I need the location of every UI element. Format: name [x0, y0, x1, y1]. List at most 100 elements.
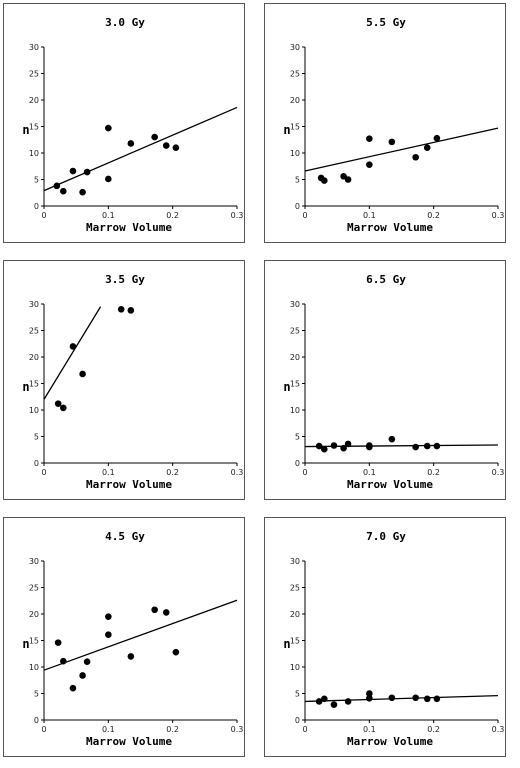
data-point — [423, 144, 431, 151]
data-point — [162, 609, 170, 616]
x-axis-label: Marrow Volume — [86, 735, 172, 748]
x-tick-label: 0.2 — [427, 211, 440, 220]
data-point — [60, 187, 67, 195]
chart-title: 7.0 Gy — [366, 530, 406, 543]
data-point — [127, 140, 135, 147]
data-point — [366, 694, 373, 702]
y-tick-label: 20 — [290, 610, 300, 619]
data-point — [54, 639, 62, 646]
x-tick-label: 0 — [302, 211, 307, 220]
y-tick-label: 0 — [34, 716, 39, 725]
data-point — [117, 306, 125, 313]
x-tick-label: 0.2 — [166, 211, 179, 220]
data-point — [172, 648, 180, 656]
x-tick-label: 0.1 — [102, 725, 115, 734]
data-point — [330, 442, 338, 449]
data-point — [366, 443, 373, 451]
y-tick-label: 20 — [290, 96, 300, 105]
data-point — [330, 701, 338, 708]
chart-svg: 6.5 Gy 0 5 10 15 20 25 30 0 0.1 0.2 0.3 Marrow Volum… — [283, 273, 504, 491]
y-tick-label: 30 — [29, 43, 39, 52]
data-point — [79, 188, 86, 196]
data-point — [105, 631, 112, 638]
data-point — [344, 176, 352, 183]
x-tick-label: 0.3 — [231, 211, 244, 220]
chart-panel: 6.5 Gy 0 5 10 15 20 25 30 0 0.1 0.2 0.3 Marrow Volum… — [264, 260, 506, 500]
y-tick-label: 5 — [295, 433, 300, 442]
x-axis-label: Marrow Volume — [86, 478, 172, 491]
data-point — [83, 168, 91, 176]
data-point — [388, 694, 396, 702]
x-tick-label: 0.3 — [231, 725, 244, 734]
x-tick-label: 0 — [41, 211, 46, 220]
x-tick-label: 0.1 — [102, 211, 115, 220]
data-point — [79, 370, 86, 378]
regression-line — [43, 599, 238, 671]
chart-title: 3.0 Gy — [105, 16, 145, 29]
data-point — [54, 400, 62, 407]
data-point — [366, 161, 373, 168]
y-tick-label: 10 — [29, 149, 39, 158]
x-tick-label: 0.1 — [363, 211, 376, 220]
x-tick-label: 0 — [41, 725, 46, 734]
y-tick-label: 20 — [29, 610, 39, 619]
y-tick-label: 5 — [34, 176, 39, 185]
y-tick-label: 20 — [29, 353, 39, 362]
y-tick-label: 5 — [295, 176, 300, 185]
chart-svg: 3.0 Gy 0 5 10 15 20 25 30 0 0.1 0.2 0.3 Marrow Volum… — [22, 16, 244, 234]
y-tick-label: 10 — [290, 663, 300, 672]
data-point — [412, 153, 419, 161]
y-tick-label: 30 — [290, 43, 300, 52]
y-tick-label: 15 — [29, 637, 39, 646]
data-point — [69, 167, 77, 175]
regression-line — [43, 306, 102, 400]
chart-panel: 3.5 Gy 0 5 10 15 20 25 30 0 0.1 0.2 0.3 Marrow Volum… — [3, 260, 245, 500]
y-tick-label: 20 — [290, 353, 300, 362]
data-point — [79, 672, 86, 679]
data-point — [321, 177, 328, 184]
data-point — [105, 613, 112, 620]
data-point — [151, 133, 158, 141]
y-axis-label: n — [283, 123, 290, 137]
data-point — [344, 698, 352, 705]
data-point — [366, 690, 373, 697]
y-axis-label: n — [283, 637, 290, 651]
x-axis-label: Marrow Volume — [86, 221, 172, 234]
y-tick-label: 10 — [29, 406, 39, 415]
chart-panel: 5.5 Gy 0 5 10 15 20 25 30 0 0.1 0.2 0.3 Marrow Volum… — [264, 3, 506, 243]
chart-panel: 4.5 Gy 0 5 10 15 20 25 30 0 0.1 0.2 0.3 Marrow Volum… — [3, 517, 245, 757]
data-point — [433, 134, 441, 142]
data-point — [315, 442, 323, 450]
y-tick-label: 30 — [29, 300, 39, 309]
x-axis-label: Marrow Volume — [347, 221, 433, 234]
data-point — [53, 182, 61, 190]
x-tick-label: 0.2 — [166, 468, 179, 477]
y-tick-label: 25 — [290, 327, 300, 336]
data-point — [83, 658, 91, 665]
x-tick-label: 0.3 — [231, 468, 244, 477]
y-tick-label: 15 — [29, 380, 39, 389]
chart-svg: 4.5 Gy 0 5 10 15 20 25 30 0 0.1 0.2 0.3 Marrow Volum… — [22, 530, 244, 748]
y-axis-label: n — [22, 637, 29, 651]
data-point — [315, 698, 323, 705]
y-tick-label: 10 — [290, 406, 300, 415]
y-tick-label: 15 — [29, 123, 39, 132]
x-tick-label: 0.1 — [363, 725, 376, 734]
data-point — [321, 445, 328, 453]
y-tick-label: 15 — [290, 637, 300, 646]
chart-panel: 3.0 Gy 0 5 10 15 20 25 30 0 0.1 0.2 0.3 Marrow Volum… — [3, 3, 245, 243]
data-point — [366, 135, 373, 142]
data-point — [433, 442, 441, 450]
data-point — [321, 695, 328, 703]
y-tick-label: 10 — [29, 663, 39, 672]
x-tick-label: 0 — [302, 468, 307, 477]
y-tick-label: 0 — [295, 716, 300, 725]
data-point — [105, 124, 112, 132]
data-point — [172, 144, 180, 151]
chart-title: 3.5 Gy — [105, 273, 145, 286]
regression-line — [43, 106, 238, 192]
data-point — [60, 657, 67, 665]
y-tick-label: 0 — [34, 459, 39, 468]
regression-line — [304, 444, 499, 448]
y-tick-label: 15 — [290, 123, 300, 132]
